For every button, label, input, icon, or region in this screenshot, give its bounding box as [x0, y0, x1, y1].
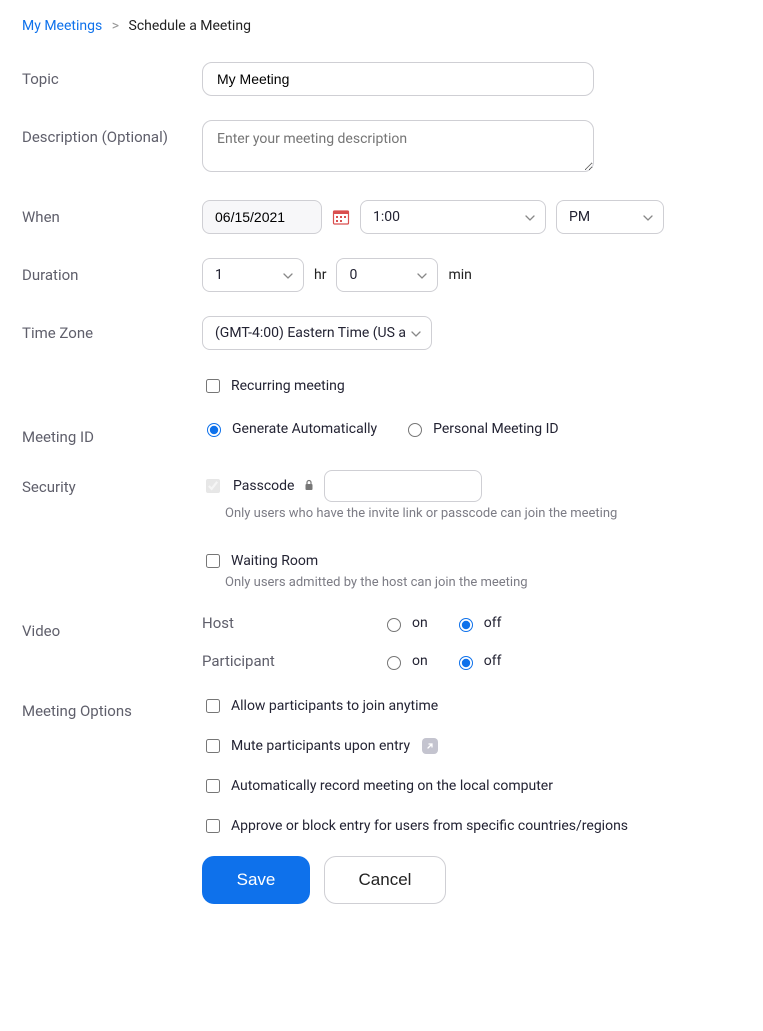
cancel-button[interactable]: Cancel: [324, 856, 446, 904]
video-participant-on-input[interactable]: [387, 656, 401, 670]
waiting-room-line[interactable]: Waiting Room: [202, 551, 741, 571]
meeting-options-label: Meeting Options: [22, 694, 202, 720]
recurring-checkbox-line[interactable]: Recurring meeting: [202, 376, 741, 396]
option-mute-entry-checkbox[interactable]: [206, 739, 220, 753]
video-participant-on-radio[interactable]: on: [382, 653, 428, 670]
passcode-checkbox: [206, 479, 220, 493]
ampm-select[interactable]: PM: [556, 200, 664, 234]
description-label: Description (Optional): [22, 120, 202, 146]
video-host-label: Host: [202, 614, 382, 632]
chevron-down-icon: [411, 325, 421, 341]
recurring-label: Recurring meeting: [231, 378, 345, 394]
video-label: Video: [22, 614, 202, 640]
date-input[interactable]: [202, 200, 322, 234]
option-auto-record-label: Automatically record meeting on the loca…: [231, 778, 553, 794]
video-participant-label: Participant: [202, 652, 382, 670]
option-approve-block-label: Approve or block entry for users from sp…: [231, 818, 628, 834]
duration-minutes-value: 0: [349, 267, 357, 283]
topic-label: Topic: [22, 62, 202, 88]
option-join-anytime-label: Allow participants to join anytime: [231, 698, 438, 714]
passcode-input[interactable]: [324, 470, 482, 502]
video-participant-off-input[interactable]: [459, 656, 473, 670]
breadcrumb-separator: >: [112, 18, 119, 34]
option-mute-entry[interactable]: Mute participants upon entry: [202, 736, 741, 756]
waiting-room-hint: Only users admitted by the host can join…: [225, 575, 741, 590]
chevron-down-icon: [283, 267, 293, 283]
waiting-room-checkbox[interactable]: [206, 554, 220, 568]
option-auto-record[interactable]: Automatically record meeting on the loca…: [202, 776, 741, 796]
topic-input[interactable]: [202, 62, 594, 96]
chevron-down-icon: [417, 267, 427, 283]
video-host-on-radio[interactable]: on: [382, 615, 428, 632]
meeting-id-personal-radio[interactable]: Personal Meeting ID: [403, 420, 558, 437]
video-host-off-input[interactable]: [459, 618, 473, 632]
meeting-id-label: Meeting ID: [22, 420, 202, 446]
video-participant-off-radio[interactable]: off: [454, 653, 502, 670]
recurring-checkbox[interactable]: [206, 379, 220, 393]
duration-label: Duration: [22, 258, 202, 284]
chevron-down-icon: [643, 209, 653, 225]
meeting-id-auto-radio[interactable]: Generate Automatically: [202, 420, 377, 437]
waiting-room-label: Waiting Room: [231, 553, 318, 569]
minute-unit-label: min: [448, 267, 471, 283]
passcode-hint: Only users who have the invite link or p…: [225, 506, 741, 521]
video-host-on-input[interactable]: [387, 618, 401, 632]
passcode-label: Passcode: [233, 478, 294, 494]
breadcrumb-parent-link[interactable]: My Meetings: [22, 18, 102, 34]
security-label: Security: [22, 470, 202, 496]
video-participant-on-label: on: [412, 653, 428, 669]
breadcrumb-current: Schedule a Meeting: [129, 18, 251, 34]
meeting-id-auto-label: Generate Automatically: [232, 421, 377, 437]
option-join-anytime-checkbox[interactable]: [206, 699, 220, 713]
option-mute-entry-label: Mute participants upon entry: [231, 738, 410, 754]
video-host-on-label: on: [412, 615, 428, 631]
chevron-down-icon: [525, 209, 535, 225]
duration-hours-value: 1: [215, 267, 223, 283]
description-textarea[interactable]: [202, 120, 594, 172]
timezone-value: (GMT-4:00) Eastern Time (US a: [215, 325, 406, 341]
timezone-select[interactable]: (GMT-4:00) Eastern Time (US a: [202, 316, 432, 350]
video-host-off-radio[interactable]: off: [454, 615, 502, 632]
video-host-off-label: off: [484, 615, 502, 631]
meeting-id-auto-input[interactable]: [207, 423, 221, 437]
save-button[interactable]: Save: [202, 856, 310, 904]
option-auto-record-checkbox[interactable]: [206, 779, 220, 793]
ampm-value: PM: [569, 209, 590, 225]
lock-icon: [304, 479, 314, 494]
breadcrumb: My Meetings > Schedule a Meeting: [22, 18, 741, 34]
when-label: When: [22, 200, 202, 226]
option-approve-block-checkbox[interactable]: [206, 819, 220, 833]
duration-hours-select[interactable]: 1: [202, 258, 304, 292]
meeting-id-personal-input[interactable]: [408, 423, 422, 437]
time-value: 1:00: [373, 209, 400, 225]
option-approve-block[interactable]: Approve or block entry for users from sp…: [202, 816, 741, 836]
option-join-anytime[interactable]: Allow participants to join anytime: [202, 696, 741, 716]
time-select[interactable]: 1:00: [360, 200, 546, 234]
info-icon[interactable]: [422, 738, 438, 754]
video-participant-off-label: off: [484, 653, 502, 669]
meeting-id-personal-label: Personal Meeting ID: [433, 421, 558, 437]
duration-minutes-select[interactable]: 0: [336, 258, 438, 292]
calendar-icon[interactable]: [332, 208, 350, 226]
hour-unit-label: hr: [314, 267, 326, 283]
timezone-label: Time Zone: [22, 316, 202, 342]
